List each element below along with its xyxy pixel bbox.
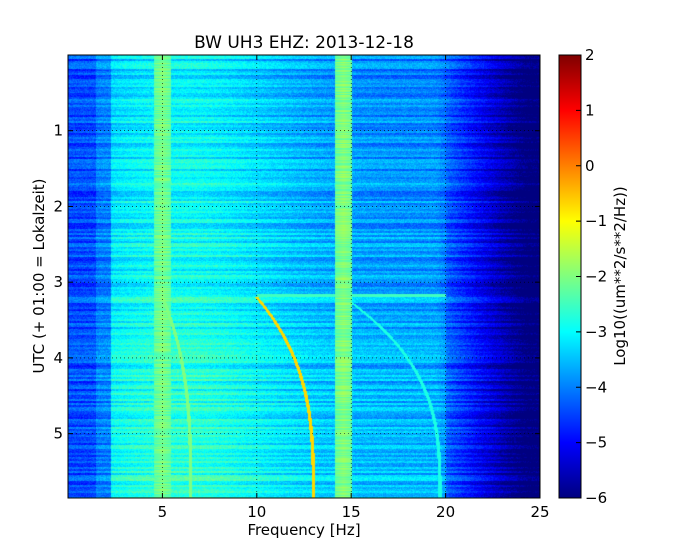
spectrogram-plot-area [67, 54, 541, 499]
colorbar-tick-label: −3 [585, 323, 607, 341]
colorbar-tick-label: −6 [585, 489, 607, 507]
y-tick-label: 5 [53, 425, 63, 443]
colorbar-label: Log10((um**2/s**2/Hz)) [611, 186, 629, 366]
colorbar-tick-label: 1 [585, 101, 595, 119]
plot-frame [67, 54, 541, 499]
y-axis-label: UTC (+ 01:00 = Lokalzeit) [30, 178, 48, 373]
colorbar-tick-label: 2 [585, 46, 595, 64]
y-tick-label: 1 [53, 122, 63, 140]
x-tick-label: 5 [158, 503, 168, 521]
x-axis-label: Frequency [Hz] [247, 521, 360, 539]
x-tick-label: 25 [530, 503, 549, 521]
colorbar-tick-label: −5 [585, 434, 607, 452]
y-tick-label: 4 [53, 349, 63, 367]
grid-lines [68, 55, 540, 498]
colorbar-tick-label: 0 [585, 157, 595, 175]
x-tick-label: 20 [436, 503, 455, 521]
y-axis-ticks: 1 2 3 4 5 [53, 122, 540, 443]
y-tick-label: 3 [53, 273, 63, 291]
colorbar-tick-label: −2 [585, 268, 607, 286]
colorbar: 2 1 0 −1 −2 −3 −4 −5 −6 Log10((um**2/s**2/Hz)) [558, 46, 629, 507]
y-tick-label: 2 [53, 197, 63, 215]
x-axis-ticks: 5 10 15 20 25 [158, 55, 550, 521]
x-tick-label: 10 [247, 503, 266, 521]
colorbar-tick-label: −1 [585, 212, 607, 230]
spectrogram-heatmap [68, 55, 540, 498]
chart-title: BW UH3 EHZ: 2013-12-18 [194, 33, 414, 53]
x-tick-label: 15 [342, 503, 361, 521]
colorbar-tick-label: −4 [585, 378, 607, 396]
colorbar-ticks: 2 1 0 −1 −2 −3 −4 −5 −6 [576, 46, 607, 507]
